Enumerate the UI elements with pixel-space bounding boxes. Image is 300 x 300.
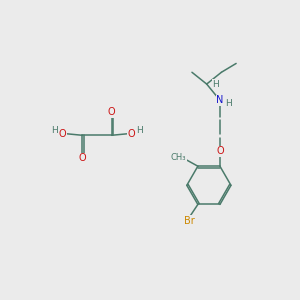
Text: O: O [128,129,136,139]
Text: CH₃: CH₃ [171,153,187,162]
Text: H: H [51,126,57,135]
Text: H: H [212,80,219,88]
Text: O: O [79,153,86,163]
Text: N: N [216,95,224,105]
Text: O: O [216,146,224,157]
Text: O: O [108,107,116,117]
Text: H: H [136,126,143,135]
Text: O: O [58,129,66,139]
Text: Br: Br [184,216,194,226]
Text: H: H [225,99,232,108]
